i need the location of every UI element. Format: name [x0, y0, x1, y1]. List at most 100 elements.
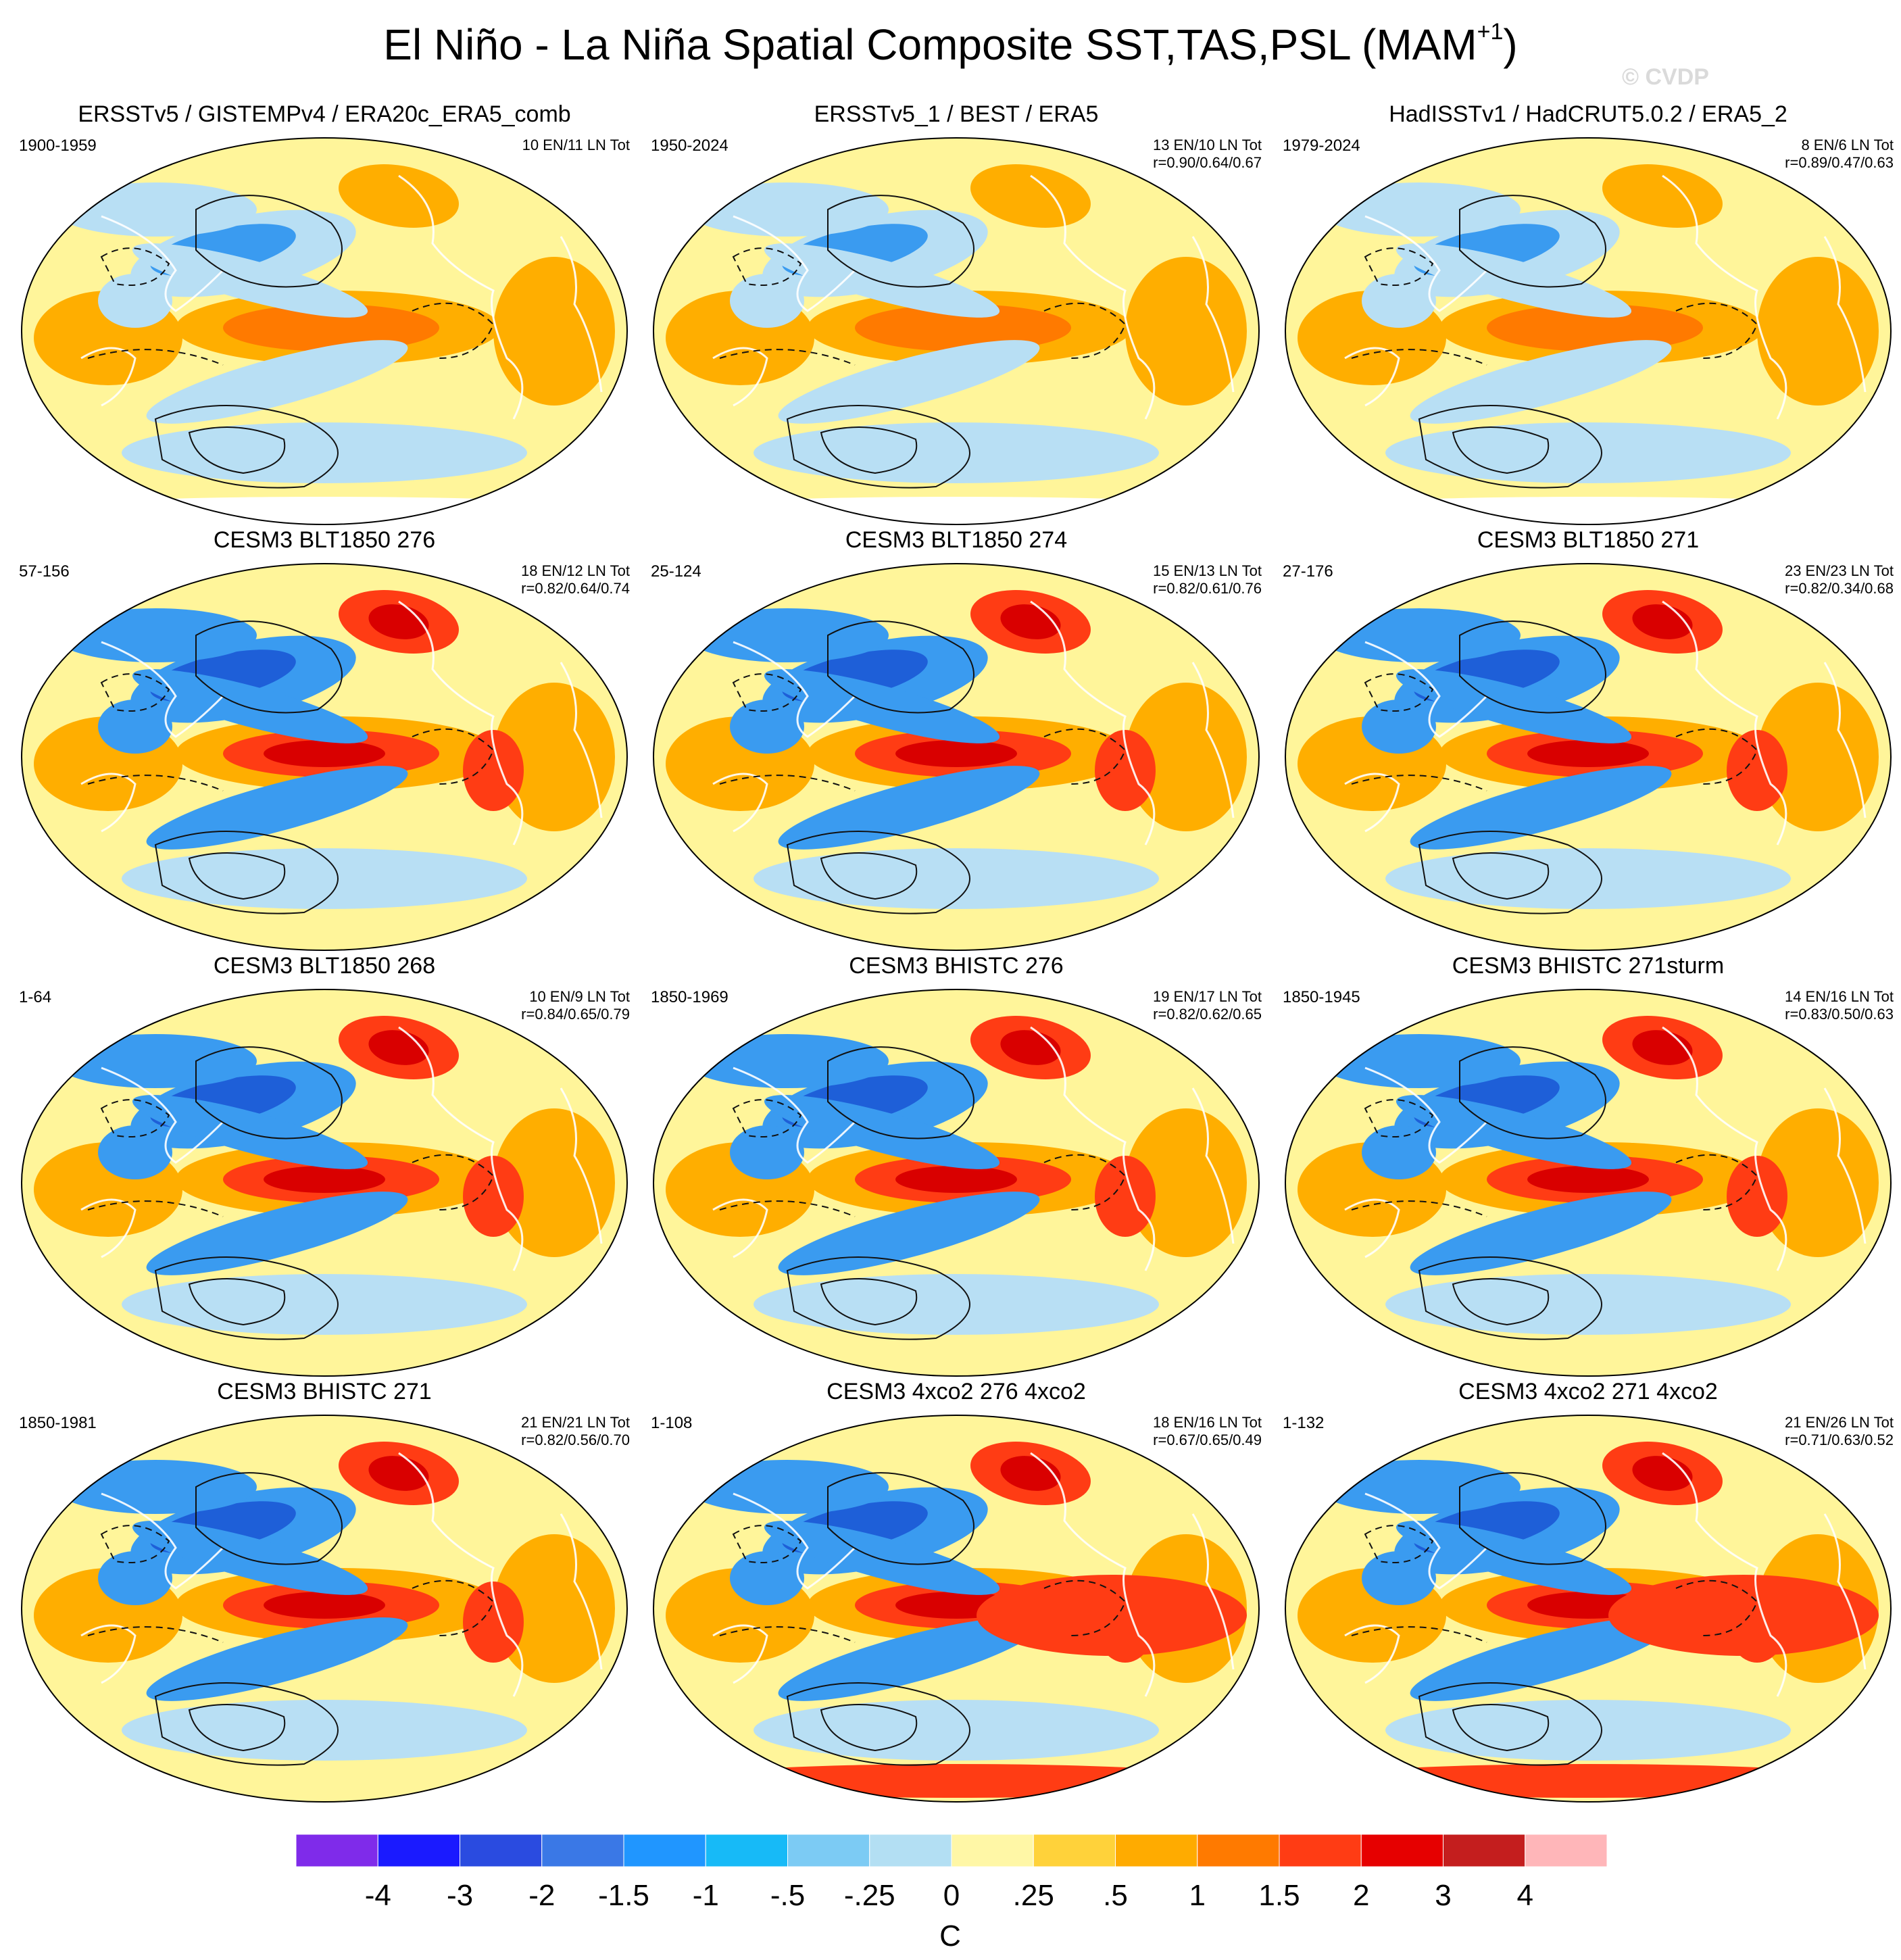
- psl-negative-contour: [87, 1626, 224, 1643]
- panel-pattern-correlation: r=0.82/0.64/0.74: [521, 580, 630, 597]
- maritime-continent-cold-anomaly: [98, 1125, 172, 1179]
- colorbar-swatch: [460, 1834, 543, 1867]
- coastline: [560, 662, 603, 818]
- coastline: [101, 215, 224, 312]
- eurasia-anomaly: [686, 182, 889, 237]
- coastline: [398, 174, 524, 420]
- panel-years: 1979-2024: [1283, 137, 1360, 155]
- colorbar: [296, 1834, 1607, 1867]
- map-outline: [653, 137, 1260, 525]
- map-outline: [653, 563, 1260, 951]
- panel-years: 1-132: [1283, 1414, 1325, 1432]
- colorbar-swatch: [1360, 1834, 1443, 1867]
- atlantic-warm-anomaly: [1125, 683, 1247, 831]
- map-outline: [653, 989, 1260, 1377]
- south-america-warm-anomaly: [1727, 730, 1787, 811]
- psl-positive-contour: [1459, 195, 1606, 288]
- panel-pattern-correlation: r=0.82/0.62/0.65: [1153, 1006, 1262, 1023]
- map-outline: [1285, 989, 1892, 1377]
- panel-pattern-correlation: r=0.84/0.65/0.79: [521, 1006, 630, 1023]
- coastline: [560, 236, 603, 393]
- panel-pattern-correlation: r=0.71/0.63/0.52: [1785, 1431, 1894, 1448]
- colorbar-swatch: [1443, 1834, 1526, 1867]
- south-subtropical-cold-band: [1410, 1192, 1672, 1275]
- map-outline: [653, 1415, 1260, 1803]
- map-panel: HadISSTv1 / HadCRUT5.0.2 / ERA5_2 1979-20…: [1277, 101, 1899, 534]
- psl-negative-contour: [87, 775, 224, 791]
- eurasia-anomaly: [1318, 1460, 1521, 1514]
- coastline: [1191, 1087, 1235, 1244]
- composite-map: [21, 989, 628, 1377]
- psl-negative-contour: [1351, 1200, 1487, 1217]
- coastline: [1364, 641, 1488, 738]
- map-panel: ERSSTv5 / GISTEMPv4 / ERA20c_ERA5_comb 19…: [14, 101, 635, 534]
- coastline: [560, 1513, 603, 1670]
- psl-positive-contour: [195, 195, 343, 288]
- composite-map: [1285, 137, 1892, 525]
- maritime-continent-cold-anomaly: [98, 1551, 172, 1605]
- colorbar-tick-label: -2: [528, 1879, 556, 1912]
- maritime-continent-cold-anomaly: [98, 274, 172, 328]
- coastline: [398, 1026, 524, 1271]
- panel-event-counts: 23 EN/23 LN Tot: [1784, 562, 1894, 579]
- map-panel: CESM3 BLT1850 268 1-64 10 EN/9 LN Tot r=0.8…: [14, 953, 635, 1386]
- psl-positive-contour: [1418, 405, 1602, 489]
- tropical-atlantic-warm-anomaly: [1608, 1575, 1879, 1656]
- north-america-warm-anomaly: [339, 164, 459, 228]
- psl-negative-contour: [719, 1626, 856, 1643]
- atlantic-warm-anomaly: [1125, 1108, 1247, 1257]
- panel-event-counts: 21 EN/26 LN Tot: [1784, 1414, 1894, 1431]
- north-subtropical-cold-band: [132, 669, 368, 743]
- panel-title: CESM3 BLT1850 274: [845, 527, 1068, 553]
- map-outline: [21, 1415, 628, 1803]
- psl-negative-contour: [1351, 775, 1487, 791]
- maritime-continent-cold-anomaly: [1362, 700, 1436, 754]
- panel-years: 1850-1969: [651, 988, 729, 1006]
- panel-event-counts: 18 EN/12 LN Tot: [520, 562, 630, 579]
- coastline: [1662, 1026, 1787, 1271]
- coastline: [80, 347, 137, 407]
- psl-negative-contour: [1043, 302, 1127, 359]
- psl-negative-contour: [719, 775, 856, 791]
- colorbar-swatch: [705, 1834, 788, 1867]
- coastline: [101, 1067, 224, 1164]
- map-outline: [21, 989, 628, 1377]
- coastline: [1364, 1492, 1488, 1590]
- missing-data-region: [659, 497, 1254, 524]
- atlantic-warm-anomaly: [1125, 257, 1247, 406]
- psl-positive-contour: [195, 1472, 343, 1565]
- panel-event-counts: 10 EN/11 LN Tot: [522, 137, 630, 153]
- coastline: [398, 1452, 524, 1697]
- coastline: [1364, 215, 1488, 312]
- eurasia-anomaly: [54, 182, 257, 237]
- watermark: © CVDP: [1622, 64, 1709, 90]
- psl-positive-contour: [1418, 1682, 1602, 1766]
- colorbar-swatch: [1197, 1834, 1280, 1867]
- psl-negative-contour: [1364, 673, 1434, 712]
- colorbar-swatch: [1525, 1834, 1607, 1867]
- psl-positive-contour: [188, 1278, 286, 1326]
- psl-positive-contour: [820, 1278, 918, 1326]
- maritime-continent-cold-anomaly: [730, 700, 804, 754]
- panel-title: CESM3 BLT1850 268: [213, 953, 436, 979]
- north-subtropical-cold-band: [1396, 669, 1632, 743]
- psl-positive-contour: [195, 620, 343, 714]
- maritime-continent-cold-anomaly: [1362, 1125, 1436, 1179]
- panel-pattern-correlation: r=0.90/0.64/0.67: [1153, 154, 1262, 171]
- panel-title: HadISSTv1 / HadCRUT5.0.2 / ERA5_2: [1389, 101, 1787, 127]
- psl-positive-contour: [820, 426, 918, 474]
- psl-positive-contour: [786, 1256, 970, 1340]
- psl-negative-contour: [1043, 1154, 1127, 1210]
- coastline: [398, 600, 524, 846]
- eurasia-anomaly: [686, 1460, 889, 1514]
- eurasia-anomaly: [686, 608, 889, 662]
- colorbar-swatch: [951, 1834, 1034, 1867]
- colorbar-tick-label: -.25: [843, 1879, 895, 1912]
- psl-negative-contour: [100, 247, 170, 286]
- psl-negative-contour: [1675, 302, 1758, 359]
- panel-event-counts: 14 EN/16 LN Tot: [1784, 988, 1894, 1005]
- south-subtropical-cold-band: [1410, 1617, 1672, 1701]
- map-panel: CESM3 BHISTC 276 1850-1969 19 EN/17 LN Tot…: [645, 953, 1267, 1386]
- atlantic-warm-anomaly: [1757, 1108, 1879, 1257]
- nino-warm-core: [223, 304, 439, 351]
